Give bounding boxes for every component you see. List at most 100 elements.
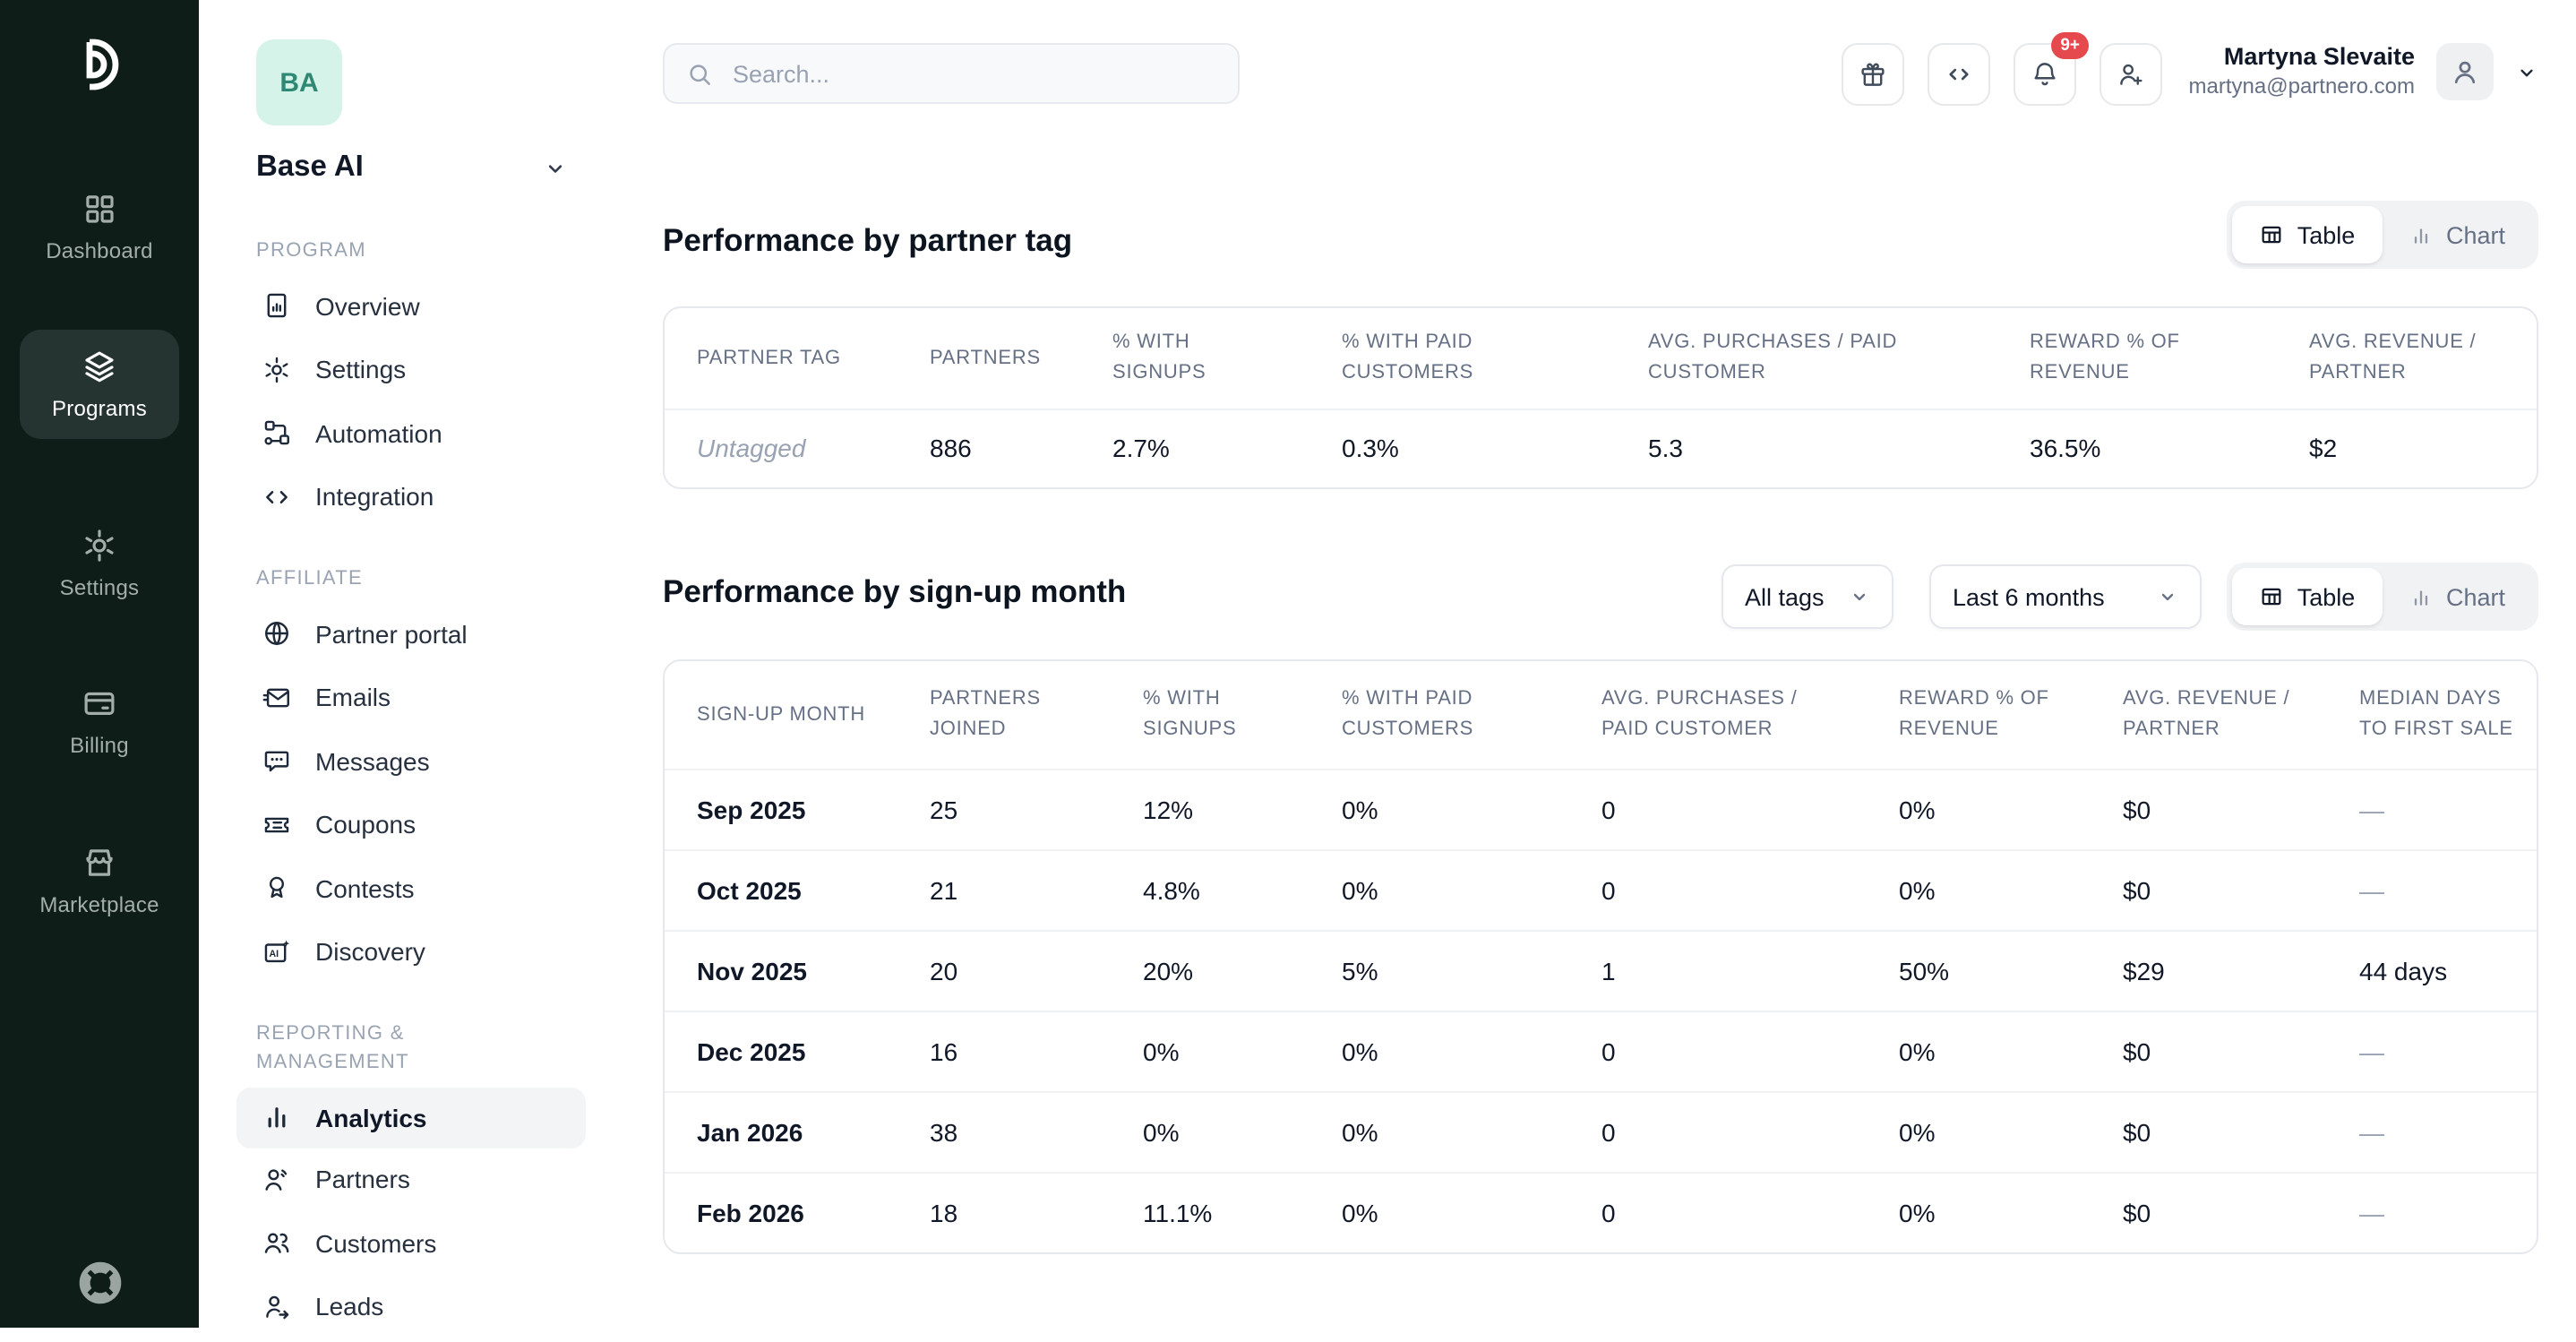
table-row: Dec 2025 16 0% 0% 0 0% $0 — (665, 1011, 2537, 1091)
section-label: Affiliate (256, 568, 364, 589)
table-cell: 0.3% (1342, 434, 1399, 463)
storefront-icon (81, 844, 118, 882)
table-cell: 5% (1342, 956, 1378, 985)
table-cell: Sep 2025 (697, 795, 806, 823)
table-cell: $0 (2123, 1037, 2151, 1065)
toggle-table[interactable]: Table (2232, 568, 2383, 625)
table-row: Feb 2026 18 11.1% 0% 0 0% $0 — (665, 1172, 2537, 1252)
column-header: Reward % of revenue (2030, 331, 2180, 383)
primary-sidebar: Dashboard Programs Settings Bi (0, 0, 199, 1328)
invite-user-button[interactable] (2099, 43, 2162, 106)
table-cell: Dec 2025 (697, 1037, 806, 1065)
table-row: Untagged 886 2.7% 0.3% 5.3 36.5% $2 (665, 409, 2537, 487)
table-cell: $0 (2123, 795, 2151, 823)
program-switcher[interactable]: Base AI (256, 151, 568, 185)
sidebar-item-messages[interactable]: Messages (199, 729, 604, 793)
report-doc-icon (262, 291, 292, 322)
search-input[interactable] (729, 58, 1216, 89)
table-cell: 0 (1601, 1117, 1616, 1146)
nav-marketplace[interactable]: Marketplace (20, 826, 179, 935)
table-cell: 20 (930, 956, 958, 985)
program-sidebar: BA Base AI Program Overview (199, 0, 605, 1328)
program-name: Base AI (256, 151, 364, 183)
svg-text:AI: AI (270, 949, 279, 959)
workflow-icon (262, 418, 292, 449)
gear-icon (81, 527, 118, 564)
table-cell: 2.7% (1112, 434, 1170, 463)
api-button[interactable] (1928, 43, 1990, 106)
table-cell: 50% (1899, 956, 1950, 985)
globe-icon (262, 619, 292, 649)
rewards-button[interactable] (1842, 43, 1904, 106)
dashboard-icon (81, 190, 118, 228)
date-range-select[interactable]: Last 6 months (1929, 564, 2202, 629)
sidebar-item-analytics[interactable]: Analytics (236, 1088, 586, 1148)
table-cell: 18 (930, 1198, 958, 1227)
sidebar-item-integration[interactable]: Integration (199, 465, 604, 529)
table-cell: 20% (1143, 956, 1194, 985)
toggle-chart[interactable]: Chart (2383, 568, 2533, 625)
column-header: Avg. purchases / paid customer (1601, 688, 1798, 740)
table-icon (2260, 222, 2285, 247)
column-header: % with signups (1112, 331, 1206, 383)
table-cell: 0% (1342, 1117, 1378, 1146)
sidebar-item-settings[interactable]: Settings (199, 338, 604, 401)
nav-dashboard[interactable]: Dashboard (20, 172, 179, 281)
nav-label: Dashboard (46, 238, 153, 263)
chevron-down-icon (543, 155, 568, 180)
gear-icon (262, 355, 292, 385)
sidebar-item-discovery[interactable]: AI Discovery (199, 920, 604, 984)
table-cell: 21 (930, 875, 958, 904)
view-toggle-partner-tag: Table Chart (2227, 201, 2538, 269)
user-menu[interactable]: Martyna Slevaite martyna@partnero.com (2189, 43, 2538, 101)
sidebar-item-customers[interactable]: Customers (199, 1211, 604, 1275)
sidebar-item-coupons[interactable]: Coupons (199, 793, 604, 856)
nav-programs[interactable]: Programs (20, 330, 179, 439)
table-cell: Jan 2026 (697, 1117, 803, 1146)
column-header: Partners (930, 347, 1041, 368)
bell-icon (2030, 59, 2060, 90)
sidebar-item-partners[interactable]: Partners (199, 1148, 604, 1211)
nav-settings[interactable]: Settings (20, 509, 179, 618)
sidebar-item-partner-portal[interactable]: Partner portal (199, 602, 604, 666)
partnero-logo[interactable] (0, 32, 199, 97)
table-cell: 0% (1342, 795, 1378, 823)
table-cell: 5.3 (1648, 434, 1683, 463)
nav-billing[interactable]: Billing (20, 667, 179, 776)
tags-filter-select[interactable]: All tags (1722, 564, 1893, 629)
table-cell: 0 (1601, 1198, 1616, 1227)
table-cell: Nov 2025 (697, 956, 807, 985)
table-cell: — (2359, 795, 2384, 823)
table-cell: 0% (1342, 1037, 1378, 1065)
program-avatar: BA (256, 39, 342, 125)
table-cell: 886 (930, 434, 972, 463)
table-cell: 0% (1143, 1037, 1180, 1065)
sidebar-item-emails[interactable]: Emails (199, 666, 604, 729)
table-cell: 16 (930, 1037, 958, 1065)
layers-icon (81, 348, 118, 385)
notifications-button[interactable]: 9+ (2014, 32, 2089, 106)
table-cell: 0% (1342, 875, 1378, 904)
table-cell: 0 (1601, 1037, 1616, 1065)
sidebar-item-overview[interactable]: Overview (199, 274, 604, 338)
lifebuoy-icon (76, 1260, 123, 1306)
sidebar-item-automation[interactable]: Automation (199, 401, 604, 465)
user-name: Martyna Slevaite (2223, 43, 2415, 70)
chat-bubble-icon (262, 746, 292, 777)
sidebar-item-contests[interactable]: Contests (199, 856, 604, 920)
toggle-table[interactable]: Table (2232, 206, 2383, 263)
table-cell: 0% (1143, 1117, 1180, 1146)
toggle-chart[interactable]: Chart (2383, 206, 2533, 263)
table-cell: $29 (2123, 956, 2165, 985)
program-menu: Overview Settings Automation (199, 274, 604, 529)
section-label: Program (256, 240, 366, 262)
chevron-down-icon (1849, 586, 1870, 607)
partner-tag-table: Partner tag Partners % with signups % wi… (665, 308, 2537, 487)
table-row: Nov 2025 20 20% 5% 1 50% $29 44 days (665, 930, 2537, 1011)
table-cell: 12% (1143, 795, 1194, 823)
nav-label: Billing (70, 733, 129, 758)
help-button[interactable] (0, 1260, 199, 1306)
table-cell: 25 (930, 795, 958, 823)
sidebar-item-leads[interactable]: Leads (199, 1275, 604, 1338)
people-icon (262, 1228, 292, 1259)
